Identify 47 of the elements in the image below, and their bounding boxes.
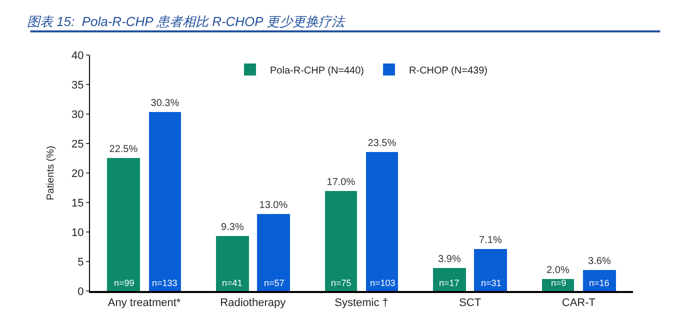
annotation: n=99: [114, 278, 134, 288]
data-label: 13.0%: [259, 200, 288, 211]
x-tick-label: SCT: [459, 297, 482, 310]
legend-label: R-CHOP (N=439): [409, 65, 488, 76]
annotation: n=103: [370, 278, 396, 288]
data-label: 22.5%: [109, 144, 138, 155]
x-tick-label: Systemic †: [334, 297, 388, 310]
data-label: 3.9%: [438, 254, 461, 265]
bar: [325, 191, 357, 291]
bar: [149, 112, 181, 291]
bar: [366, 152, 398, 291]
bar: [583, 270, 616, 291]
y-tick-label: 15: [72, 197, 84, 210]
bar: [433, 268, 466, 291]
y-tick-label: 20: [72, 168, 84, 180]
annotation: n=17: [439, 278, 460, 288]
data-label: 2.0%: [546, 265, 570, 276]
annotation: n=75: [331, 278, 352, 288]
data-label: 30.3%: [150, 98, 180, 109]
data-label: 3.6%: [588, 256, 611, 267]
bar: [107, 158, 140, 291]
bar: [216, 236, 249, 291]
y-tick-label: 10: [72, 226, 84, 239]
annotation: n=133: [152, 278, 178, 288]
annotation: n=57: [264, 278, 284, 288]
y-tick-label: 30: [72, 108, 84, 121]
annotation: n=16: [589, 278, 610, 288]
annotation: n=9: [551, 278, 566, 288]
data-label: 7.1%: [479, 235, 502, 246]
bar: [257, 214, 290, 291]
y-tick-label: 5: [78, 256, 84, 268]
x-tick-label: Any treatment*: [108, 297, 182, 310]
x-tick-label: Radiotherapy: [220, 297, 286, 310]
y-tick-label: 0: [78, 286, 84, 298]
annotation: n=41: [222, 278, 242, 288]
chart-title: 图表 15: Pola-R-CHP 患者相比 R-CHOP 更少更换疗法: [26, 14, 346, 29]
y-tick-label: 35: [72, 79, 84, 92]
y-tick-label: 40: [72, 50, 84, 62]
data-label: 23.5%: [368, 138, 396, 149]
annotation: n=31: [481, 278, 502, 288]
legend-label: Pola-R-CHP (N=440): [270, 65, 364, 76]
x-tick-label: CAR-T: [562, 297, 596, 310]
y-tick-label: 25: [72, 138, 84, 150]
bar: [474, 249, 507, 291]
data-label: 17.0%: [326, 177, 356, 188]
y-axis-title: Patients (%): [46, 146, 57, 200]
data-label: 9.3%: [221, 222, 244, 233]
